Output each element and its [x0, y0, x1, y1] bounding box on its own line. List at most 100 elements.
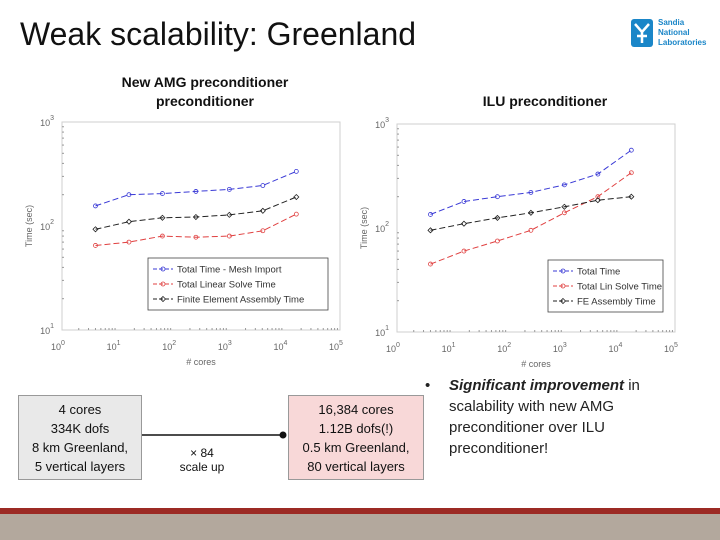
- legend-label: Total Time - Mesh Import: [177, 265, 282, 276]
- legend-marker: [560, 283, 566, 289]
- legend-marker: [159, 295, 167, 303]
- data-point: [259, 207, 266, 214]
- sandia-logo: Sandia National Laboratories: [630, 18, 710, 52]
- data-point: [495, 194, 500, 200]
- x-tick-label: 103: [218, 340, 232, 352]
- legend-marker: [160, 266, 166, 272]
- data-point: [528, 227, 534, 233]
- data-point: [461, 199, 467, 204]
- x-tick-label: 102: [497, 342, 511, 354]
- data-point: [595, 194, 601, 200]
- data-point: [92, 226, 99, 233]
- y-axis-label: Time (sec): [24, 205, 34, 247]
- x-tick-label: 100: [386, 342, 400, 354]
- y-tick-label: 102: [40, 219, 54, 232]
- plot-frame: [396, 123, 676, 333]
- data-point: [595, 171, 601, 177]
- data-point: [260, 228, 266, 234]
- data-point: [628, 170, 634, 176]
- data-point: [460, 220, 468, 227]
- legend-label: Total Time: [577, 267, 620, 278]
- bullet-text: in scalability with new AMG precondition…: [449, 377, 640, 457]
- data-point: [494, 214, 501, 221]
- data-point: [93, 243, 98, 248]
- slide-title: Weak scalability: Greenland: [20, 16, 417, 52]
- box-line: 334K dofs: [50, 421, 110, 436]
- data-point: [160, 233, 165, 239]
- data-point: [427, 227, 434, 234]
- x-tick-label: 105: [664, 342, 678, 354]
- data-point: [527, 209, 534, 216]
- data-point: [93, 203, 98, 209]
- series-line-2: [430, 196, 632, 231]
- conclusion-bullet: • Significant improvement in scalability…: [425, 375, 695, 459]
- footer-stripe: [0, 508, 720, 514]
- footer-bar: [0, 510, 720, 540]
- box-line: 0.5 km Greenland,: [302, 440, 410, 455]
- data-point: [192, 213, 199, 221]
- legend-box: [147, 257, 329, 311]
- series-line-1: [430, 172, 632, 265]
- x-axis-label: # cores: [521, 359, 551, 369]
- data-point: [561, 210, 567, 216]
- data-point: [628, 147, 634, 153]
- data-point: [528, 189, 534, 195]
- box-line: 8 km Greenland,: [31, 440, 129, 455]
- bullet-bold: Significant improvement: [449, 377, 625, 394]
- legend-marker: [160, 281, 166, 287]
- data-point: [193, 234, 199, 240]
- data-point: [260, 183, 266, 188]
- y-axis-label: Time (sec): [359, 207, 369, 249]
- box-line: 4 cores: [58, 402, 102, 417]
- scale-factor: × 84: [190, 446, 214, 460]
- data-point: [293, 211, 299, 217]
- data-point: [561, 203, 568, 210]
- y-tick-label: 103: [40, 115, 54, 128]
- y-tick-label: 102: [375, 221, 389, 234]
- y-tick-label: 101: [375, 325, 389, 338]
- x-tick-label: 101: [442, 342, 456, 354]
- data-point: [461, 248, 467, 254]
- series-line-1: [95, 213, 297, 246]
- scale-label: × 84 scale up: [172, 446, 232, 474]
- y-tick-label: 101: [40, 323, 54, 336]
- data-point: [293, 193, 300, 201]
- data-point: [428, 212, 433, 217]
- legend-marker: [560, 268, 566, 274]
- legend-label: Finite Element Assembly Time: [177, 295, 304, 306]
- box-line: 1.12B dofs(!): [318, 421, 394, 436]
- right-chart-title: ILU preconditioner: [482, 93, 608, 109]
- data-point: [160, 191, 165, 196]
- x-tick-label: 103: [553, 342, 567, 354]
- data-point: [226, 211, 233, 218]
- bullet-dot: •: [425, 377, 431, 394]
- data-point: [193, 189, 199, 194]
- y-tick-label: 103: [375, 117, 389, 130]
- logo-text: Sandia National Laboratories: [658, 18, 707, 47]
- left-chart-title: New AMG preconditioner preconditioner: [121, 74, 289, 109]
- scale-up-text: scale up: [179, 460, 225, 474]
- data-point: [495, 238, 500, 244]
- box-line: 16,384 cores: [318, 402, 394, 417]
- data-point: [126, 192, 132, 198]
- x-tick-label: 105: [329, 340, 343, 352]
- x-tick-label: 104: [273, 340, 287, 352]
- x-tick-label: 100: [51, 340, 65, 352]
- x-axis-label: # cores: [186, 357, 216, 367]
- data-point: [159, 214, 166, 221]
- data-point: [126, 239, 132, 245]
- series-line-0: [95, 170, 297, 207]
- series-line-2: [95, 196, 297, 230]
- data-point: [125, 218, 133, 225]
- box-line: 5 vertical layers: [34, 459, 126, 474]
- scale-arrow: [142, 431, 287, 439]
- data-point: [561, 182, 567, 188]
- small-problem-box: 4 cores 334K dofs 8 km Greenland, 5 vert…: [18, 395, 142, 480]
- legend-label: FE Assembly Time: [577, 297, 656, 308]
- legend-label: Total Linear Solve Time: [177, 280, 276, 291]
- data-point: [226, 233, 232, 239]
- data-point: [428, 261, 433, 267]
